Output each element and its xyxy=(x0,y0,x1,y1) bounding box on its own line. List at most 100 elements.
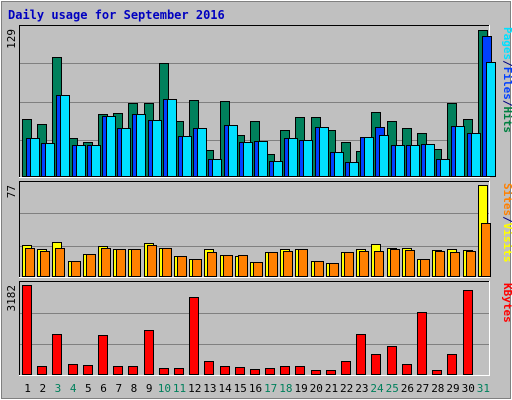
bar xyxy=(280,366,290,375)
x-tick-label: 9 xyxy=(146,382,153,395)
x-tick-label: 24 xyxy=(370,382,384,395)
bar xyxy=(40,251,50,277)
bar xyxy=(83,365,93,375)
bar xyxy=(379,135,389,177)
bar xyxy=(144,330,154,375)
series-kbytes xyxy=(22,285,473,375)
bar xyxy=(295,366,305,375)
bar xyxy=(76,145,86,177)
panel-hits_files_pages: 129 Pages/Files/Hits xyxy=(5,25,512,178)
bar xyxy=(174,368,184,375)
bar xyxy=(420,259,430,277)
bar xyxy=(25,248,35,277)
x-tick-label: 5 xyxy=(85,382,92,395)
x-tick-label: 15 xyxy=(234,382,247,395)
bar xyxy=(162,248,172,277)
x-tick-label: 25 xyxy=(386,382,399,395)
bar xyxy=(189,297,199,375)
bar xyxy=(425,144,435,177)
bar xyxy=(283,251,293,277)
bar xyxy=(86,254,96,277)
bar xyxy=(204,361,214,375)
bar xyxy=(435,251,445,277)
bar xyxy=(440,159,450,177)
bar xyxy=(113,366,123,375)
x-tick-label: 18 xyxy=(279,382,292,395)
legend-label: Sites/Visits xyxy=(501,183,512,263)
bar xyxy=(258,141,268,177)
bar xyxy=(298,249,308,277)
chart-panels: 129 Pages/Files/Hits 77 Sites/Visits 3182KBy… xyxy=(5,25,512,376)
bar xyxy=(265,368,275,375)
bar xyxy=(273,161,283,177)
x-tick-label: 21 xyxy=(325,382,338,395)
bar xyxy=(319,127,329,177)
bar xyxy=(349,162,359,177)
x-tick-label: 11 xyxy=(173,382,186,395)
bar xyxy=(344,252,354,277)
bar xyxy=(52,334,62,375)
x-tick-label: 12 xyxy=(188,382,201,395)
bar xyxy=(238,255,248,277)
legend-item: Sites xyxy=(501,183,512,216)
series-sites xyxy=(25,223,491,277)
bar xyxy=(91,145,101,177)
legend-item: Files xyxy=(501,67,512,100)
bar xyxy=(463,290,473,375)
bar xyxy=(30,138,40,177)
x-tick-label: 3 xyxy=(55,382,62,395)
bar xyxy=(341,361,351,375)
legend-label: KBytes xyxy=(501,283,512,323)
bar xyxy=(55,248,65,277)
bar xyxy=(329,263,339,277)
bar xyxy=(390,249,400,277)
bar xyxy=(371,354,381,375)
x-tick-label: 13 xyxy=(203,382,216,395)
x-tick-label: 14 xyxy=(218,382,232,395)
x-tick-label: 31 xyxy=(477,382,490,395)
bar xyxy=(387,346,397,375)
y-max-label: 129 xyxy=(5,29,18,49)
bar xyxy=(374,251,384,277)
bar xyxy=(207,252,217,277)
legend-item: Visits xyxy=(501,223,512,263)
bar xyxy=(121,128,131,177)
bar xyxy=(288,138,298,177)
bar xyxy=(326,370,336,375)
bar xyxy=(37,366,47,375)
bar xyxy=(447,354,457,375)
panel-kbytes: 3182 KBytes xyxy=(5,281,512,376)
bar xyxy=(71,261,81,277)
bar xyxy=(192,259,202,277)
bar xyxy=(359,251,369,277)
x-tick-label: 23 xyxy=(355,382,368,395)
x-tick-label: 2 xyxy=(39,382,46,395)
y-max-label: 77 xyxy=(5,185,18,198)
bar xyxy=(60,95,70,177)
bar xyxy=(481,223,491,277)
chart-title: Daily usage for September 2016 xyxy=(8,8,225,22)
bar xyxy=(131,249,141,277)
bar xyxy=(98,335,108,375)
legend-label: Pages/Files/Hits xyxy=(501,27,512,133)
x-tick-label: 29 xyxy=(446,382,459,395)
bar xyxy=(167,99,177,177)
legend-item: Pages xyxy=(501,27,512,60)
bar xyxy=(311,370,321,375)
bar xyxy=(223,255,233,277)
x-tick-label: 16 xyxy=(249,382,262,395)
x-tick-label: 4 xyxy=(70,382,77,395)
bar xyxy=(22,285,32,375)
bar xyxy=(177,256,187,277)
bar xyxy=(432,370,442,375)
x-tick-label: 1 xyxy=(24,382,31,395)
x-tick-label: 17 xyxy=(264,382,277,395)
bar xyxy=(455,126,465,177)
bar xyxy=(486,62,496,177)
series-pages xyxy=(30,62,496,177)
bar xyxy=(466,251,476,277)
bar xyxy=(356,334,366,375)
x-tick-label: 30 xyxy=(462,382,475,395)
